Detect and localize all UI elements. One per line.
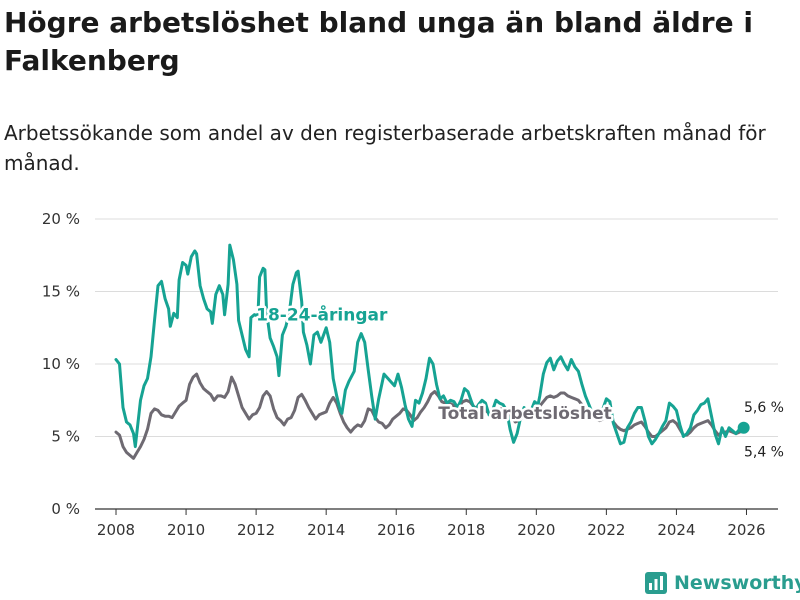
x-tick-label: 2018: [447, 521, 485, 539]
y-tick-label: 0 %: [51, 500, 80, 518]
y-gridlines: [95, 218, 778, 437]
x-tick-label: 2020: [517, 521, 555, 539]
series-label-total: Total arbetslöshet: [438, 404, 612, 424]
line-chart: 0 %5 %10 %15 %20 % 2008 2010 2012 2014 2016 2…: [42, 210, 784, 539]
x-axis-ticks: 2008 2010 2012 2014 2016 2018 2020 2022 2024 2026: [97, 509, 766, 539]
x-tick-label: 2026: [727, 521, 765, 539]
x-tick-label: 2010: [167, 521, 205, 539]
brand-name: Newsworthy: [674, 572, 800, 594]
x-tick-label: 2024: [657, 521, 695, 539]
x-tick-label: 2016: [377, 521, 415, 539]
end-label-youth: 5,6 %: [744, 400, 784, 416]
end-label-total: 5,4 %: [744, 445, 784, 461]
y-tick-label: 5 %: [51, 428, 80, 446]
x-tick-label: 2008: [97, 521, 135, 539]
series-label-total-halo: Total arbetslöshet: [438, 404, 612, 424]
chart-title: Högre arbetslöshet bland unga än bland ä…: [4, 6, 753, 77]
series-line-total: [114, 372, 746, 460]
series-label-youth-halo: 18-24-åringar: [256, 304, 388, 326]
x-tick-label: 2012: [237, 521, 275, 539]
end-point-marker: [737, 421, 750, 434]
chart-subtitle: Arbetssökande som andel av den registerb…: [4, 121, 766, 175]
series-lines: [114, 243, 750, 460]
series-label-youth: 18-24-åringar: [256, 304, 388, 326]
x-tick-label: 2014: [307, 521, 345, 539]
x-tick-label: 2022: [587, 521, 625, 539]
bar-chart-icon: [645, 572, 667, 594]
y-axis-ticks: 0 % 5 % 10 % 15 % 20 %: [42, 210, 80, 518]
series-line-youth: [114, 243, 746, 449]
y-tick-label: 15 %: [42, 283, 80, 301]
newsworthy-logo: Newsworthy: [644, 568, 800, 598]
y-tick-label: 20 %: [42, 210, 80, 228]
y-tick-label: 10 %: [42, 355, 80, 373]
